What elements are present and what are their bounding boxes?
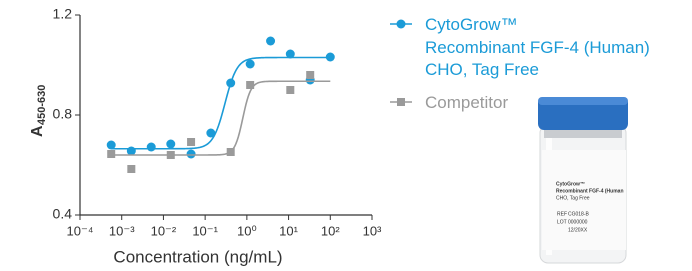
x-tick-label: 10¹: [279, 223, 298, 238]
vial-product: Recombinant FGF-4 (Human: [556, 188, 624, 194]
vial-brand: CytoGrow™: [556, 181, 585, 187]
x-tick-label: 10⁻¹: [192, 223, 218, 238]
page: Concentration (ng/mL) A 450-630 CytoGrow…: [0, 0, 692, 271]
x-tick-label: 10⁰: [237, 223, 257, 238]
y-tick-label: 0.4: [53, 206, 73, 222]
data-point: [326, 53, 335, 62]
data-point: [286, 86, 294, 94]
data-point: [127, 165, 135, 173]
vial-ref-label: REF: [557, 211, 567, 217]
data-point: [227, 148, 235, 156]
vial-date: 12/20XX: [568, 227, 588, 233]
data-point: [127, 147, 136, 156]
legend-entry: CytoGrow™ Recombinant FGF-4 (Human) CHO,…: [425, 14, 650, 82]
x-axis-label: Concentration (ng/mL): [113, 247, 282, 266]
x-tick-label: 10⁻³: [109, 223, 135, 238]
data-point: [206, 129, 215, 138]
vial-neck: [544, 130, 622, 138]
data-point: [147, 143, 156, 152]
data-point: [166, 140, 175, 149]
vial-ref: CG018-B: [568, 211, 590, 217]
fit-curve: [111, 58, 330, 149]
legend-marker: [397, 20, 406, 29]
data-point: [226, 79, 235, 88]
vial: CytoGrow™ Recombinant FGF-4 (Human CHO, …: [538, 97, 628, 263]
x-tick-label: 10⁻⁴: [67, 223, 94, 238]
data-point: [187, 138, 195, 146]
data-point: [246, 60, 255, 69]
data-point: [187, 150, 196, 159]
legend-marker: [397, 98, 405, 106]
data-point: [306, 71, 314, 79]
vial-lot: 0000000: [568, 219, 588, 225]
data-point: [266, 37, 275, 46]
data-point: [286, 50, 295, 59]
vial-lot-label: LOT: [557, 219, 567, 225]
y-tick-label: 0.8: [53, 106, 73, 122]
vial-variant: CHO, Tag Free: [556, 195, 590, 201]
x-tick-label: 10³: [363, 223, 382, 238]
legend-entry: Competitor: [425, 92, 508, 115]
data-point: [167, 151, 175, 159]
data-point: [107, 141, 116, 150]
data-point: [107, 150, 115, 158]
y-axis-label-group: A 450-630: [29, 85, 48, 137]
y-tick-label: 1.2: [53, 6, 73, 22]
x-tick-label: 10²: [321, 223, 340, 238]
data-point: [246, 81, 254, 89]
vial-cap-top: [538, 97, 628, 105]
y-axis-label: A: [29, 125, 46, 137]
y-axis-label-sub: 450-630: [36, 85, 48, 125]
x-tick-label: 10⁻²: [151, 223, 177, 238]
